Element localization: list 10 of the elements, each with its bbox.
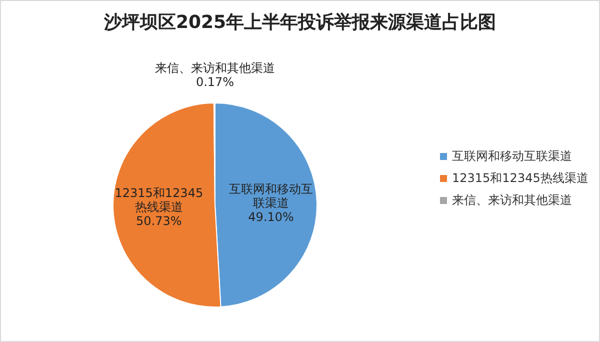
data-label: 0.17%	[194, 75, 236, 89]
chart-title: 沙坪坝区2025年上半年投诉举报来源渠道占比图	[102, 12, 496, 33]
legend-label: 来信、来访和其他渠道	[452, 193, 572, 207]
data-label: 50.73%	[135, 214, 183, 228]
legend-label: 互联网和移动互联渠道	[452, 149, 572, 163]
slice-label: 来信、来访和其他渠道	[154, 61, 276, 75]
slice-label: 12315和12345热线渠道	[114, 186, 204, 214]
slice-label: 互联网和移动互联渠道	[228, 182, 314, 210]
legend-label: 12315和12345热线渠道	[452, 171, 588, 185]
data-label: 49.10%	[247, 210, 295, 224]
